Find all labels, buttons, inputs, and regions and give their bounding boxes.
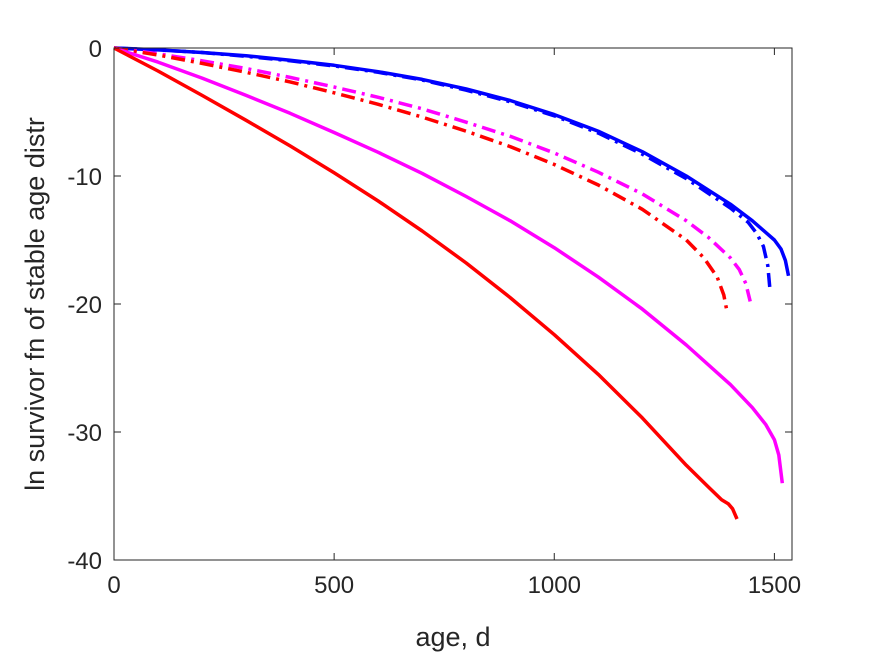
y-tick-label: -30 xyxy=(67,420,102,447)
x-axis-label: age, d xyxy=(415,622,490,652)
series-line-5 xyxy=(113,46,739,520)
y-axis-label: ln survivor fn of stable age distr xyxy=(20,117,50,491)
x-axis-ticks: 0 500 1000 1500 xyxy=(107,48,801,599)
y-tick-label: -20 xyxy=(67,292,102,319)
series-line-2 xyxy=(113,46,752,302)
x-tick-label: 1000 xyxy=(528,572,581,599)
y-axis-ticks: 0 -10 -20 -30 -40 xyxy=(67,36,792,575)
series-line-3 xyxy=(113,46,729,311)
y-tick-label: -10 xyxy=(67,164,102,191)
x-tick-label: 0 xyxy=(107,572,120,599)
series-layer xyxy=(113,46,791,520)
y-tick-label: 0 xyxy=(89,36,102,63)
x-tick-label: 1500 xyxy=(748,572,801,599)
plot-area-frame xyxy=(113,47,793,561)
series-line-4 xyxy=(113,46,785,484)
y-tick-label: -40 xyxy=(67,548,102,575)
x-tick-label: 500 xyxy=(314,572,354,599)
